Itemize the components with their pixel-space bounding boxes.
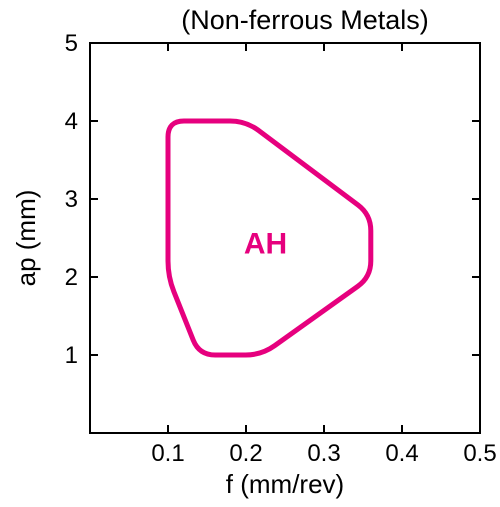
y-tick-label: 1	[65, 342, 78, 369]
y-tick-label: 5	[65, 30, 78, 57]
x-tick-label: 0.5	[463, 440, 496, 467]
x-tick-label: 0.4	[385, 440, 418, 467]
region-label: AH	[244, 228, 287, 261]
chart-container: 0.1 0.2 0.3 0.4 0.5 1 2 3 4 5 AH f (mm/rev) ap (…	[0, 0, 500, 507]
x-tick-label: 0.3	[307, 440, 340, 467]
x-tick-label: 0.2	[229, 440, 262, 467]
chart-svg: 0.1 0.2 0.3 0.4 0.5 1 2 3 4 5 AH f (mm/rev) ap (…	[0, 0, 500, 507]
x-axis-label: f (mm/rev)	[226, 469, 344, 499]
y-ticks: 1 2 3 4 5	[65, 30, 480, 369]
x-tick-label: 0.1	[151, 440, 184, 467]
x-ticks: 0.1 0.2 0.3 0.4 0.5	[151, 43, 496, 467]
chart-title: (Non-ferrous Metals)	[181, 5, 429, 35]
y-tick-label: 2	[65, 264, 78, 291]
y-tick-label: 3	[65, 186, 78, 213]
y-axis-label: ap (mm)	[11, 190, 41, 287]
y-tick-label: 4	[65, 108, 78, 135]
